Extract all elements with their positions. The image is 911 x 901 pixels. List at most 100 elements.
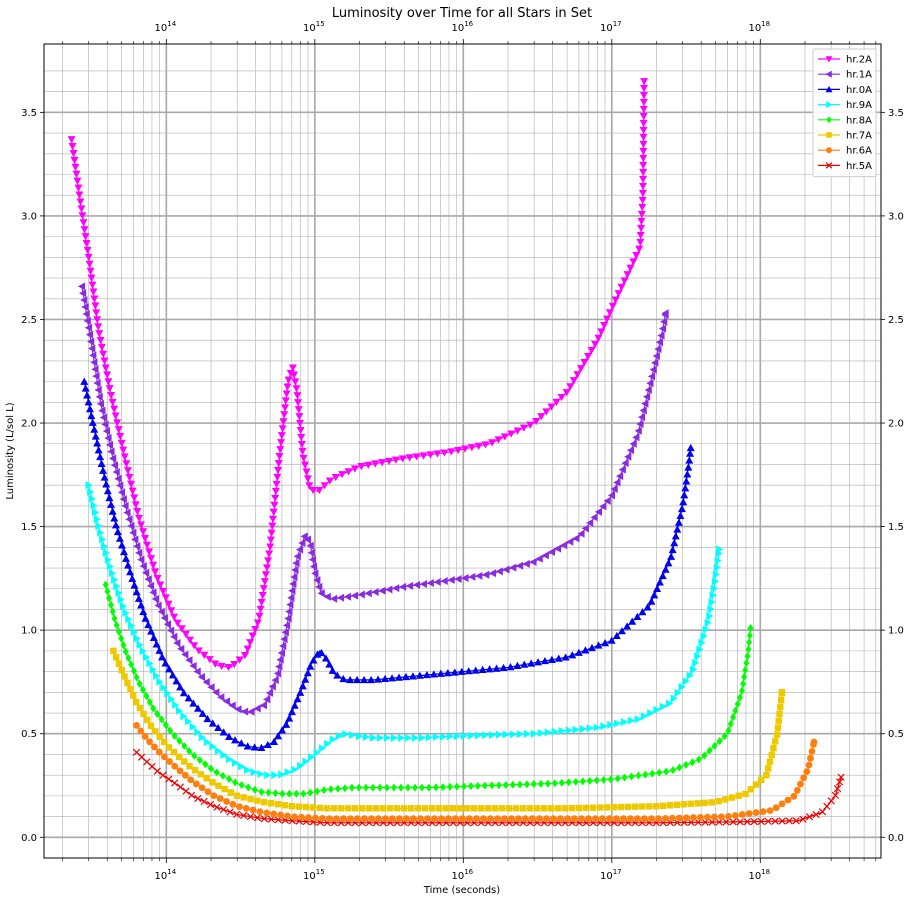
- data-point: [145, 548, 154, 556]
- data-point: [690, 665, 698, 674]
- data-point: [375, 815, 382, 823]
- data-point: [773, 731, 781, 738]
- data-point: [219, 771, 226, 780]
- data-point: [176, 767, 184, 775]
- data-point: [550, 815, 557, 823]
- data-point: [385, 585, 393, 594]
- data-point: [96, 452, 105, 461]
- data-point: [694, 652, 702, 661]
- data-point: [580, 359, 589, 367]
- data-point: [629, 439, 637, 448]
- data-point: [716, 545, 724, 554]
- data-point: [105, 440, 114, 449]
- data-point: [128, 574, 137, 582]
- data-point: [736, 818, 744, 826]
- data-point: [383, 783, 390, 792]
- legend-marker: [826, 101, 833, 109]
- data-point: [165, 665, 174, 673]
- data-point: [617, 627, 626, 635]
- data-point: [408, 672, 417, 680]
- data-point: [621, 459, 629, 468]
- data-point: [137, 521, 146, 529]
- data-point: [99, 350, 108, 358]
- data-point: [267, 800, 275, 807]
- data-point: [234, 705, 242, 714]
- y-tick-label-right: 2.0: [888, 419, 904, 430]
- data-point: [88, 494, 96, 503]
- data-point: [535, 554, 543, 563]
- data-point: [771, 817, 779, 825]
- x-marker-stroke: [153, 767, 161, 775]
- data-point: [282, 720, 291, 728]
- data-point: [403, 815, 410, 823]
- data-point: [419, 579, 427, 588]
- data-point: [239, 811, 248, 820]
- data-point: [638, 196, 647, 205]
- data-point: [381, 674, 390, 683]
- data-point: [475, 571, 483, 580]
- data-point: [655, 578, 664, 586]
- data-point: [596, 804, 604, 811]
- data-point: [318, 744, 327, 753]
- data-point: [678, 683, 686, 692]
- data-point: [269, 515, 278, 523]
- data-point: [683, 470, 692, 478]
- data-point: [126, 568, 135, 576]
- data-point: [578, 815, 585, 823]
- data-point: [369, 783, 376, 792]
- data-point: [139, 607, 148, 616]
- data-point: [562, 389, 571, 397]
- data-point: [585, 815, 592, 823]
- data-point: [572, 725, 580, 734]
- data-point: [142, 568, 150, 577]
- data-point: [624, 452, 632, 461]
- data-point: [113, 419, 122, 427]
- data-point: [232, 758, 240, 767]
- data-point: [80, 296, 88, 305]
- data-point: [687, 800, 694, 808]
- data-point: [144, 575, 152, 584]
- data-point: [637, 217, 646, 226]
- data-point: [290, 371, 299, 379]
- data-point: [513, 661, 522, 670]
- data-point: [120, 640, 127, 649]
- data-point: [263, 695, 271, 704]
- data-point: [128, 660, 135, 669]
- data-point: [92, 372, 100, 381]
- data-point: [168, 671, 177, 679]
- data-point: [405, 581, 414, 590]
- data-point: [537, 729, 545, 738]
- data-point: [727, 719, 734, 728]
- data-point: [336, 593, 345, 602]
- data-point: [311, 569, 319, 578]
- data-point: [240, 794, 247, 801]
- data-point: [732, 706, 739, 715]
- data-point: [82, 309, 90, 318]
- data-point: [95, 330, 104, 338]
- data-point: [262, 564, 271, 572]
- data-point: [151, 568, 160, 576]
- series-layer: [67, 78, 845, 827]
- data-point: [731, 812, 739, 819]
- x-marker-stroke: [246, 812, 255, 821]
- data-point: [467, 444, 476, 452]
- data-point: [110, 514, 119, 522]
- data-point: [628, 617, 637, 625]
- data-point: [278, 425, 287, 433]
- x-marker-stroke: [818, 808, 827, 816]
- data-point: [574, 648, 583, 656]
- data-point: [635, 245, 644, 253]
- data-point: [309, 486, 318, 495]
- data-point: [177, 644, 185, 653]
- data-point: [634, 815, 641, 823]
- data-point: [799, 815, 807, 823]
- data-point: [594, 334, 603, 342]
- data-point: [284, 376, 293, 384]
- data-point: [181, 771, 189, 779]
- data-point: [246, 812, 255, 821]
- data-point: [127, 522, 135, 531]
- data-point: [686, 443, 695, 452]
- data-point: [394, 673, 403, 681]
- data-point: [639, 105, 648, 114]
- data-point: [460, 445, 469, 453]
